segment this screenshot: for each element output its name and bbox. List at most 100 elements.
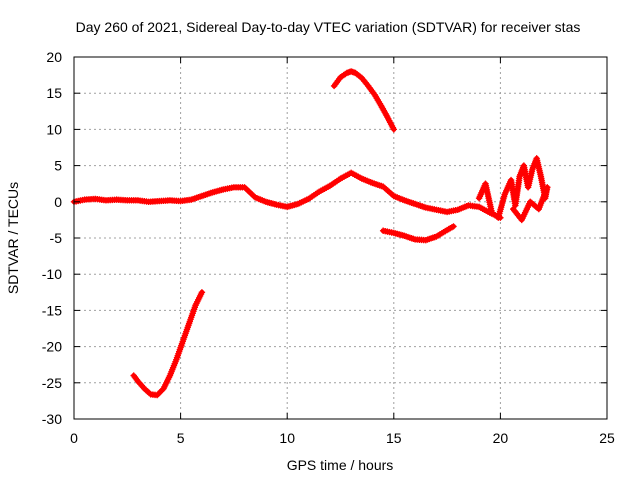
- data-point: [136, 379, 140, 383]
- data-point: [402, 198, 406, 202]
- data-point: [522, 164, 526, 168]
- y-tick-label: -5: [50, 230, 63, 246]
- data-point: [353, 71, 357, 75]
- data-point: [243, 185, 247, 189]
- x-tick-label: 0: [70, 430, 78, 446]
- data-point: [345, 71, 349, 75]
- data-point: [200, 194, 204, 198]
- data-point: [392, 194, 396, 198]
- data-point: [381, 185, 385, 189]
- y-tick-label: -20: [42, 339, 62, 355]
- data-point: [451, 224, 455, 228]
- data-point: [349, 69, 353, 73]
- data-point: [385, 115, 389, 119]
- x-axis-ticks: 0 5 10 15 20 25: [70, 57, 615, 446]
- data-point: [125, 198, 129, 202]
- data-point: [530, 167, 534, 171]
- data-point: [339, 75, 342, 79]
- data-point: [535, 156, 539, 160]
- x-axis-label: GPS time / hours: [287, 457, 394, 473]
- data-point: [413, 202, 417, 206]
- data-point: [445, 228, 449, 232]
- series-noisy-tail: [475, 155, 551, 224]
- data-point: [545, 185, 549, 189]
- y-tick-label: 0: [54, 194, 62, 210]
- series-markers: [379, 223, 457, 244]
- data-point: [520, 218, 524, 222]
- data-point: [366, 84, 370, 88]
- data-point: [187, 321, 191, 325]
- y-axis-ticks: -30 -25 -20 -15 -10 -5 0 5 10 15 20: [42, 49, 607, 427]
- data-point: [456, 208, 460, 212]
- data-point: [543, 196, 547, 200]
- data-point: [285, 205, 289, 209]
- data-point: [477, 196, 481, 200]
- data-point: [168, 198, 172, 202]
- data-point: [477, 205, 481, 209]
- data-point: [539, 174, 543, 178]
- y-tick-label: 10: [46, 121, 62, 137]
- y-tick-label: -25: [42, 375, 62, 391]
- y-tick-label: -10: [42, 266, 62, 282]
- series-main-band: [70, 169, 504, 221]
- data-point: [424, 206, 428, 210]
- data-point: [349, 171, 353, 175]
- data-point: [179, 199, 183, 203]
- series-dip-segment: [379, 223, 457, 244]
- data-point: [328, 184, 332, 188]
- grid-lines: [74, 57, 607, 419]
- data-point: [264, 200, 268, 204]
- y-axis-label: SDTVAR / TECUs: [5, 182, 21, 294]
- series-arc-upper: [330, 68, 397, 133]
- data-point: [307, 197, 311, 201]
- data-point: [168, 374, 172, 378]
- data-point: [392, 127, 396, 131]
- data-point: [360, 177, 364, 181]
- chart-title: Day 260 of 2021, Sidereal Day-to-day VTE…: [76, 19, 581, 35]
- data-point: [115, 198, 119, 202]
- data-point: [528, 200, 532, 204]
- y-tick-label: 5: [54, 158, 62, 174]
- x-tick-label: 15: [386, 430, 402, 446]
- data-point: [174, 358, 178, 362]
- data-point: [189, 198, 193, 202]
- data-point: [211, 190, 215, 194]
- data-point: [503, 193, 507, 197]
- data-point: [142, 387, 146, 391]
- data-point: [518, 174, 522, 178]
- data-point: [483, 182, 487, 186]
- y-tick-label: 15: [46, 85, 62, 101]
- data-point: [194, 303, 198, 307]
- data-point: [511, 207, 515, 211]
- data-point: [132, 374, 136, 378]
- data-point: [509, 178, 513, 182]
- x-tick-label: 5: [177, 430, 185, 446]
- data-point: [496, 216, 500, 220]
- data-point: [181, 340, 185, 344]
- x-tick-label: 20: [493, 430, 509, 446]
- data-point: [200, 290, 204, 294]
- data-point: [149, 392, 153, 396]
- data-point: [513, 203, 517, 207]
- data-point: [275, 203, 279, 207]
- x-tick-label: 25: [599, 430, 615, 446]
- x-tick-label: 10: [279, 430, 295, 446]
- data-point: [147, 200, 151, 204]
- data-point: [253, 195, 257, 199]
- data-point: [162, 387, 166, 391]
- data-point: [379, 104, 383, 108]
- data-point: [317, 190, 321, 194]
- data-point: [104, 198, 108, 202]
- data-point: [381, 229, 385, 233]
- data-point: [413, 237, 417, 241]
- data-series: [70, 68, 551, 399]
- y-tick-label: -30: [42, 411, 62, 427]
- data-point: [434, 208, 438, 212]
- data-point: [537, 207, 541, 211]
- data-point: [392, 231, 396, 235]
- data-point: [360, 76, 364, 80]
- series-arc-lower: [130, 289, 206, 399]
- data-point: [332, 84, 336, 88]
- data-point: [445, 210, 449, 214]
